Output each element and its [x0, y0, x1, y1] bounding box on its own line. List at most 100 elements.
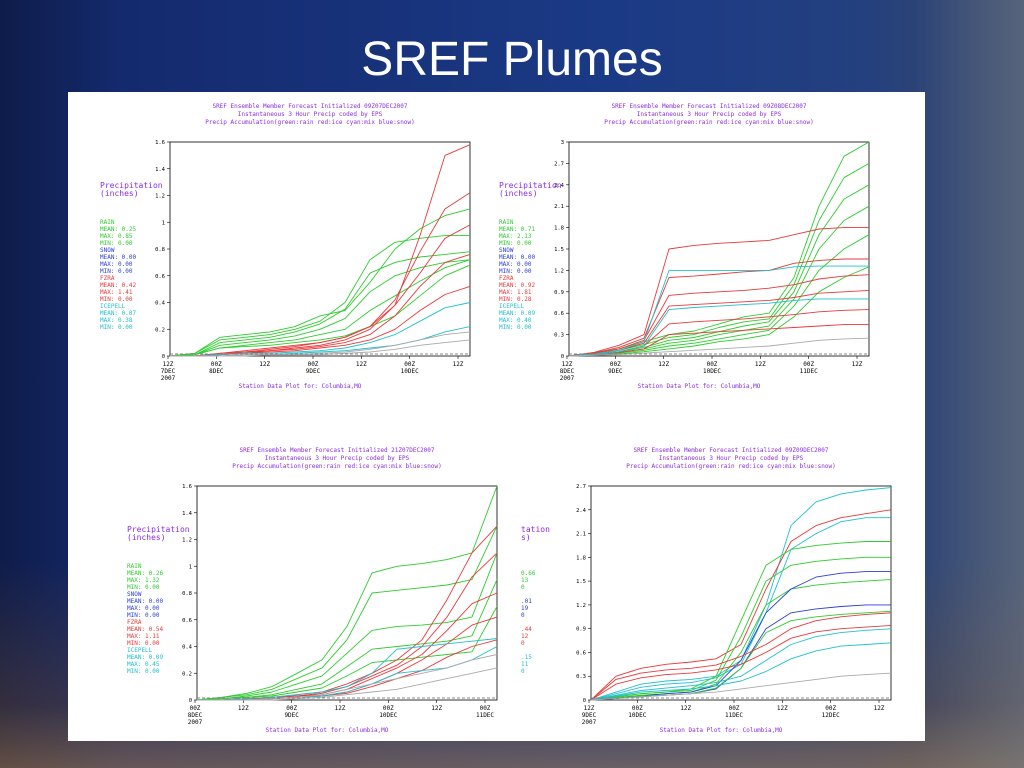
- legend-stat: SNOW: [100, 247, 115, 254]
- x-tick-label: 12Z: [356, 361, 367, 368]
- y-tick-label: 2.1: [554, 204, 564, 210]
- x-tick-label: 00Z: [707, 361, 718, 368]
- x-tick-label: 12Z: [755, 361, 766, 368]
- y-tick-label: 1.8: [554, 226, 564, 232]
- series-line-fzra: [170, 192, 471, 357]
- x-tick-label: 12Z: [238, 705, 249, 712]
- x-tick-label: 9DEC: [306, 368, 321, 375]
- y-tick-label: 0.8: [155, 247, 165, 253]
- x-tick-label: 00Z: [211, 361, 222, 368]
- y-axis-title: tation: [521, 525, 550, 534]
- x-tick-label: 00Z: [803, 361, 814, 368]
- y-tick-label: 0: [189, 698, 192, 704]
- x-tick-label: 10DEC: [401, 368, 419, 375]
- legend-stat: .15: [521, 654, 532, 661]
- legend-stat: MAX: 0.38: [100, 317, 133, 324]
- legend-stat: MAX: 0.85: [100, 233, 133, 240]
- legend-stat: SNOW: [499, 247, 514, 254]
- series-line-member_gray: [170, 339, 471, 357]
- y-tick-label: 1.5: [554, 247, 564, 253]
- legend-stat: MIN: 0.00: [100, 240, 133, 247]
- series-line-icepell: [568, 298, 869, 357]
- y-tick-label: 1: [189, 564, 192, 570]
- series-line-rain: [568, 234, 870, 357]
- series-line-rain: [169, 251, 471, 357]
- legend-stat: RAIN: [127, 563, 142, 570]
- y-tick-label: 1.5: [576, 579, 586, 585]
- series-line-rain: [590, 610, 892, 701]
- station-footer: Station Data Plot for: Columbia,MO: [638, 383, 761, 390]
- x-tick-label: 12Z: [431, 705, 442, 712]
- chart-title-line: SREF Ensemble Member Forecast Initialize…: [611, 103, 806, 110]
- y-tick-label: 0.6: [554, 311, 564, 317]
- chart-title-line: Instantaneous 3 Hour Precip coded by EPS: [637, 111, 782, 118]
- y-tick-label: 0.3: [554, 333, 564, 339]
- x-tick-label: 12Z: [562, 361, 573, 368]
- y-tick-label: 0: [561, 354, 564, 360]
- x-tick-label: 12Z: [163, 361, 174, 368]
- legend-stat: MIN: 0.00: [127, 640, 160, 647]
- y-tick-label: 1.2: [576, 603, 586, 609]
- legend-stat: 0.66: [521, 570, 536, 577]
- background-right-cloud: [914, 0, 1024, 768]
- x-tick-label: 12Z: [852, 361, 863, 368]
- legend-stat: ICEPELL: [100, 303, 126, 310]
- legend-stat: MAX: 0.00: [127, 605, 160, 612]
- y-tick-label: 0.2: [155, 327, 165, 333]
- x-tick-label: 00Z: [383, 705, 394, 712]
- series-group: [568, 141, 870, 357]
- legend-stat: MEAN: 0.54: [127, 626, 164, 633]
- y-tick-label: 1.2: [182, 538, 192, 544]
- x-tick-label: 12Z: [874, 705, 885, 712]
- legend-stat: MIN: 0.00: [499, 268, 532, 275]
- y-tick-label: 2.7: [554, 161, 564, 167]
- x-tick-label: 12Z: [584, 705, 595, 712]
- chart-title-line: Instantaneous 3 Hour Precip coded by EPS: [238, 111, 383, 118]
- slide-title: SREF Plumes: [361, 33, 663, 86]
- x-tick-label: 00Z: [190, 705, 201, 712]
- series-line-rain: [169, 235, 470, 357]
- x-tick-label: 00Z: [480, 705, 491, 712]
- x-tick-label: 2007: [161, 375, 176, 382]
- y-tick-label: 0.9: [576, 627, 586, 633]
- chart-title-line: Precip Accumulation(green:rain red:ice c…: [232, 463, 442, 470]
- series-line-icepell: [197, 638, 498, 701]
- y-tick-label: 0.6: [182, 618, 192, 624]
- series-line-rain: [169, 208, 471, 357]
- series-line-fzra: [590, 612, 892, 701]
- y-axis-title: s): [521, 533, 531, 542]
- series-line-rain: [169, 264, 471, 357]
- legend-stat: MAX: 1.81: [499, 289, 532, 296]
- legend-stat: MAX: 1.41: [100, 289, 133, 296]
- legend-stat: 0: [521, 612, 525, 619]
- legend-stat: ICEPELL: [499, 303, 525, 310]
- legend-stat: MIN: 0.00: [499, 324, 532, 331]
- legend-stat: MEAN: 0.42: [100, 282, 137, 289]
- series-line-fzra: [568, 274, 870, 357]
- x-tick-label: 00Z: [308, 361, 319, 368]
- chart-svg: SREF Ensemble Member Forecast Initialize…: [100, 103, 471, 390]
- x-tick-label: 00Z: [632, 705, 643, 712]
- station-footer: Station Data Plot for: Columbia,MO: [239, 383, 362, 390]
- x-tick-label: 10DEC: [379, 712, 397, 719]
- y-tick-label: 1.2: [554, 268, 564, 274]
- legend-stat: MEAN: 0.71: [499, 226, 536, 233]
- legend-stat: FZRA: [100, 275, 115, 282]
- legend-stat: FZRA: [499, 275, 514, 282]
- x-tick-label: 00Z: [825, 705, 836, 712]
- y-tick-label: 2.4: [554, 183, 565, 189]
- y-tick-label: 2.7: [576, 484, 586, 490]
- y-tick-label: 0: [162, 354, 165, 360]
- x-tick-label: 11DEC: [800, 368, 818, 375]
- x-tick-label: 11DEC: [476, 712, 494, 719]
- x-tick-label: 7DEC: [161, 368, 176, 375]
- legend-stat: FZRA: [127, 619, 142, 626]
- y-tick-label: 1.6: [182, 484, 192, 490]
- legend-stat: 11: [521, 661, 529, 668]
- y-tick-label: 0: [583, 698, 586, 704]
- y-tick-label: 1.4: [182, 511, 193, 517]
- plume-chart-3: SREF Ensemble Member Forecast Initialize…: [123, 444, 503, 744]
- plume-chart-1: SREF Ensemble Member Forecast Initialize…: [96, 100, 476, 400]
- x-tick-label: 00Z: [610, 361, 621, 368]
- legend-stat: MIN: 0.00: [100, 324, 133, 331]
